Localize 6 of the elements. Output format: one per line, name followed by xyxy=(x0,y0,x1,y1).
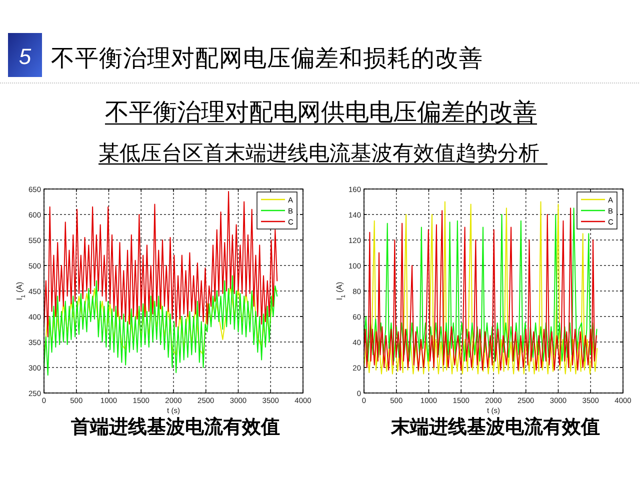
annotation: 首端进线基波电流有效值 xyxy=(71,417,280,438)
annotation: 不平衡治理对配网电压偏差和损耗的改善 xyxy=(51,45,483,71)
annotation: 5 xyxy=(18,44,32,69)
subtitle: 某低压台区首末端进线电流基波有效值趋势分析 xyxy=(98,142,540,165)
title: 不平衡治理对配电网供电电压偏差的改善 xyxy=(105,99,537,126)
annotation: 末端进线基波电流有效值 xyxy=(391,417,600,438)
